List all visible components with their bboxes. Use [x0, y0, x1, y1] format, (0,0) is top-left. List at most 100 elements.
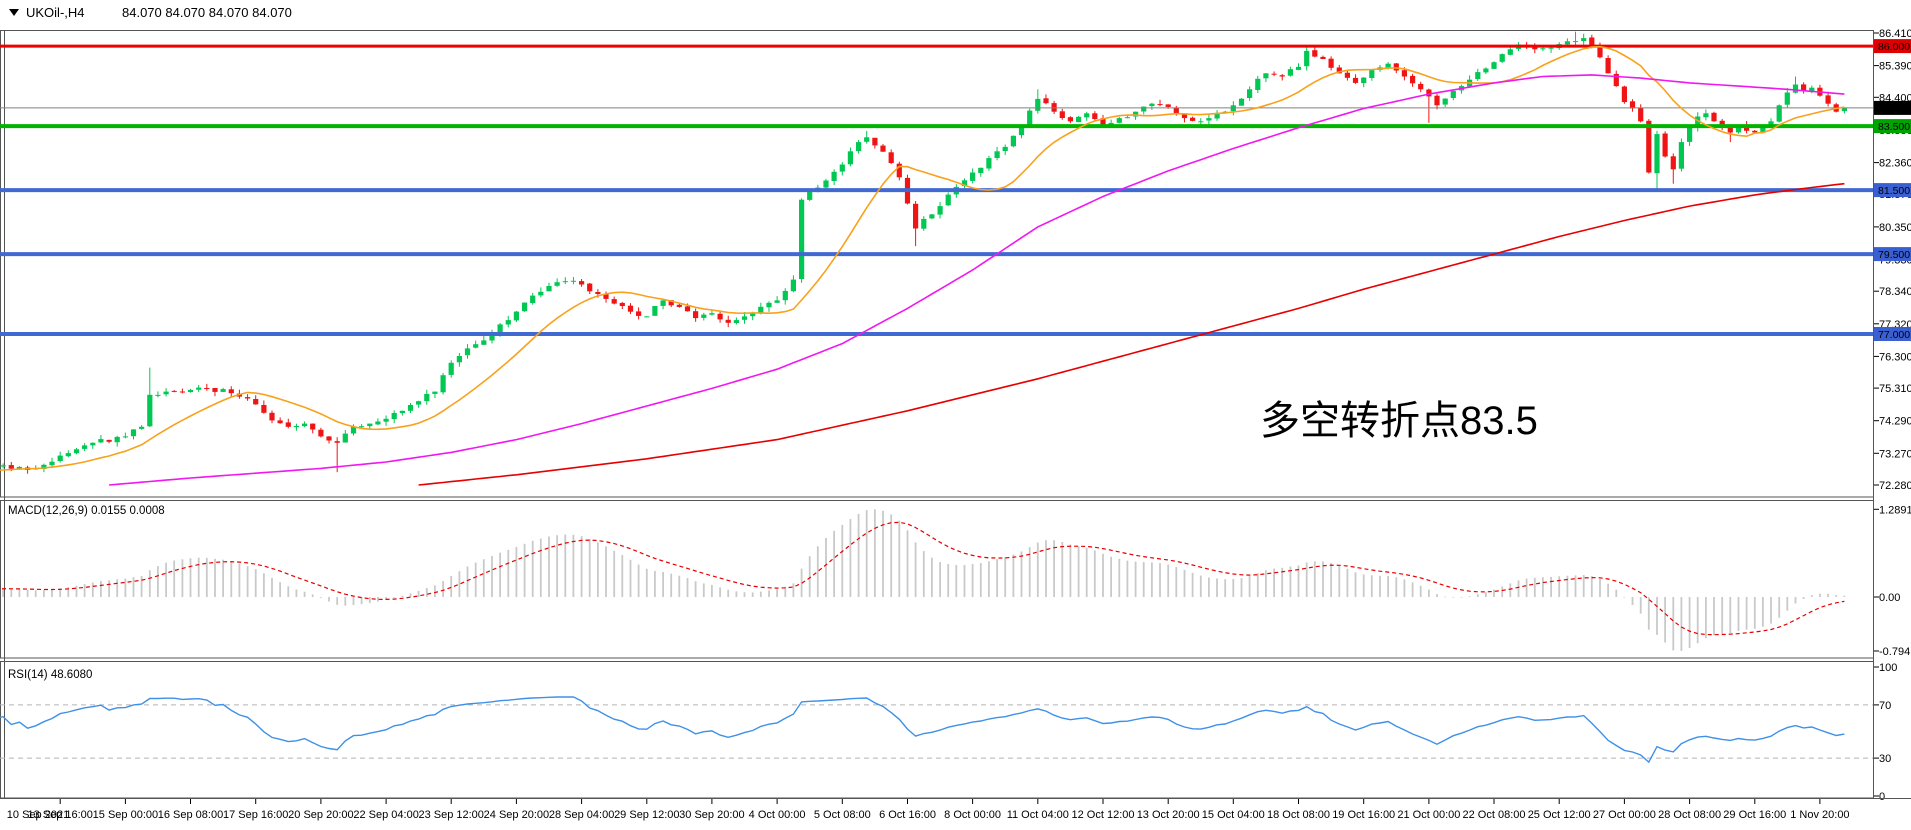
- macd-histogram-bar: [1142, 562, 1145, 597]
- candle-body: [717, 313, 723, 320]
- macd-histogram-bar: [1737, 597, 1740, 631]
- macd-histogram-bar: [336, 597, 339, 605]
- macd-histogram-bar: [254, 569, 257, 597]
- price-axis-label: 74.290: [1879, 416, 1911, 428]
- time-axis-label: 20 Sep 20:00: [288, 809, 353, 821]
- macd-histogram-bar: [1322, 561, 1324, 597]
- candle-body: [619, 302, 625, 306]
- macd-histogram-bar: [1827, 593, 1829, 597]
- price-axis-label: 86.410: [1879, 28, 1911, 40]
- macd-histogram-bar: [825, 538, 827, 597]
- macd-histogram-bar: [1721, 597, 1724, 634]
- candle-body: [1035, 98, 1041, 111]
- price-axis-label: 76.300: [1879, 351, 1911, 363]
- macd-histogram-bar: [1476, 594, 1479, 597]
- macd-histogram-bar: [466, 566, 469, 597]
- candle-body: [106, 439, 112, 442]
- macd-histogram-bar: [931, 557, 933, 597]
- candle-body: [261, 405, 267, 413]
- macd-histogram-bar: [637, 564, 640, 597]
- price-axis[interactable]: 86.41085.39084.40083.38082.36081.37080.3…: [1873, 0, 1911, 830]
- candle-body: [978, 167, 984, 173]
- price-axis-label: 85.390: [1879, 61, 1911, 73]
- macd-histogram-bar: [1354, 572, 1357, 597]
- macd-histogram-bar: [1525, 578, 1528, 597]
- macd-histogram-bar: [629, 559, 632, 597]
- macd-histogram-bar: [132, 577, 135, 597]
- price-badge-label: 79.500: [1878, 249, 1910, 261]
- candle-body: [1157, 104, 1163, 106]
- candle-body: [668, 300, 674, 306]
- candle-body: [82, 445, 88, 449]
- price-badge: [1874, 327, 1911, 341]
- macd-histogram-bar: [1533, 577, 1536, 597]
- macd-histogram-bar: [1289, 566, 1292, 597]
- candle-body: [122, 436, 128, 438]
- candle-body: [1320, 56, 1326, 59]
- macd-histogram-bar: [1191, 572, 1194, 597]
- rsi-panel: RSI(14) 48.6080: [0, 669, 1873, 764]
- candle-body: [1401, 70, 1407, 77]
- macd-histogram-bar: [1362, 574, 1365, 597]
- candle-body: [839, 164, 845, 172]
- candle-body: [481, 340, 487, 345]
- macd-histogram-bar: [996, 559, 998, 597]
- candle-body: [139, 426, 145, 429]
- macd-histogram-bar: [645, 568, 648, 597]
- macd-histogram-bar: [1232, 579, 1235, 597]
- macd-histogram-bar: [1493, 589, 1495, 597]
- candle-body: [407, 405, 414, 411]
- candle-body: [1361, 77, 1367, 84]
- macd-histogram-bar: [1330, 563, 1332, 597]
- macd-histogram-bar: [1843, 595, 1846, 597]
- time-axis-label: 17 Sep 16:00: [223, 809, 288, 821]
- candle-body: [1238, 98, 1245, 106]
- time-axis-label: 24 Sep 20:00: [484, 809, 549, 821]
- macd-histogram-bar: [1387, 575, 1389, 597]
- macd-histogram-bar: [678, 575, 681, 597]
- macd-histogram-bar: [1436, 594, 1438, 597]
- macd-histogram-bar: [1085, 547, 1088, 597]
- macd-histogram-bar: [205, 557, 208, 597]
- macd-histogram-bar: [670, 573, 673, 597]
- macd-histogram-bar: [279, 582, 281, 597]
- candle-body: [880, 145, 886, 152]
- macd-histogram-bar: [613, 550, 616, 597]
- time-axis-label: 19 Oct 16:00: [1332, 809, 1395, 821]
- macd-histogram-bar: [906, 530, 909, 597]
- candle-body: [1198, 121, 1204, 123]
- candle-body: [464, 348, 471, 356]
- macd-histogram-bar: [759, 591, 762, 597]
- rsi-label: RSI(14) 48.6080: [8, 669, 92, 681]
- candle-body: [701, 314, 707, 318]
- macd-histogram-bar: [1468, 596, 1471, 597]
- macd-histogram-bar: [1444, 596, 1447, 598]
- symbol-dropdown-icon[interactable]: [9, 9, 19, 16]
- macd-histogram-bar: [148, 570, 151, 597]
- macd-histogram-bar: [263, 573, 265, 597]
- candle-body: [1100, 118, 1106, 125]
- candle-body: [302, 423, 308, 427]
- candle-body: [49, 461, 55, 466]
- macd-histogram-bar: [303, 591, 306, 597]
- macd-histogram-bar: [1118, 558, 1121, 597]
- time-axis-label: 28 Oct 08:00: [1658, 809, 1721, 821]
- candle-body: [864, 137, 870, 142]
- candle-body: [1507, 49, 1513, 55]
- candle-body: [1605, 58, 1611, 74]
- macd-histogram-bar: [849, 519, 852, 597]
- candle-body: [799, 199, 805, 279]
- candle-body: [359, 426, 365, 428]
- macd-histogram-bar: [694, 581, 697, 597]
- candle-body: [383, 418, 389, 422]
- macd-histogram-bar: [1656, 597, 1658, 635]
- macd-histogram-bar: [189, 558, 192, 597]
- candle-body: [73, 449, 80, 454]
- horizontal-level-lines: [0, 44, 1873, 336]
- macd-histogram-bar: [1672, 597, 1675, 651]
- macd-histogram-bar: [474, 562, 477, 597]
- macd-histogram-bar: [360, 597, 363, 605]
- candle-body: [334, 441, 340, 443]
